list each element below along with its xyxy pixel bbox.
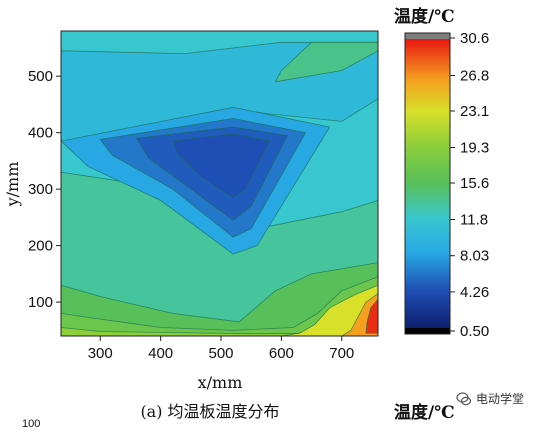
colorbar-gradient: [405, 39, 450, 328]
x-axis-label: x/mm: [198, 373, 243, 392]
colorbar-tick-label: 15.6: [460, 175, 489, 192]
contour-region: [274, 41, 378, 83]
x-tick-label: 300: [88, 345, 113, 362]
colorbar: 30.6 26.8 23.1 19.3 15.6 11.8 8.03 4.26 0.50: [404, 30, 489, 340]
colorbar-title: 温度/℃: [394, 7, 455, 27]
contour-region: [61, 262, 378, 336]
plot-frame: [60, 30, 379, 337]
colorbar-ticks: 30.6 26.8 23.1 19.3 15.6 11.8 8.03 4.26 0.50: [450, 30, 489, 340]
y-axis-label: y/mm: [3, 162, 22, 208]
colorbar-tick-label: 11.8: [460, 212, 488, 229]
y-tick-label: 100: [28, 294, 53, 311]
x-tick-label: 700: [329, 345, 354, 362]
colorbar-tick-label: 4.26: [460, 284, 489, 301]
colorbar-tick-label: 0.50: [460, 323, 489, 340]
watermark-text: 电动学堂: [476, 392, 525, 406]
y-tick-label: 300: [28, 181, 53, 198]
x-tick-label: 400: [148, 345, 173, 362]
colorbar-tick-label: 26.8: [460, 67, 489, 84]
colorbar-tick-label: 19.3: [460, 139, 489, 156]
colorbar-tick-label: 30.6: [460, 30, 489, 47]
watermark: 电动学堂: [456, 390, 524, 407]
colorbar-under-cap: [405, 328, 450, 334]
contour-region: [365, 298, 378, 334]
cut-off-text: 100: [22, 418, 41, 430]
x-tick-label: 600: [269, 345, 294, 362]
y-tick-label: 200: [28, 238, 53, 255]
x-tick-label: 500: [208, 345, 233, 362]
colorbar-tick-label: 8.03: [460, 248, 489, 265]
y-axis: 100 200 300 400 500: [28, 68, 61, 311]
colorbar-over-cap: [405, 33, 450, 39]
contour-region: [281, 284, 378, 336]
wechat-icon: [456, 391, 472, 405]
y-tick-label: 400: [28, 125, 53, 142]
x-axis: 300 400 500 600 700: [88, 336, 354, 362]
y-tick-label: 500: [28, 68, 53, 85]
colorbar-tick-label: 23.1: [460, 103, 489, 120]
colorbar-title-repeat: 温度/℃: [394, 403, 455, 423]
contour-regions: [61, 31, 378, 336]
contour-region: [172, 133, 270, 199]
figure-caption: (a) 均温板温度分布: [140, 402, 280, 421]
plot-area: [61, 31, 378, 336]
